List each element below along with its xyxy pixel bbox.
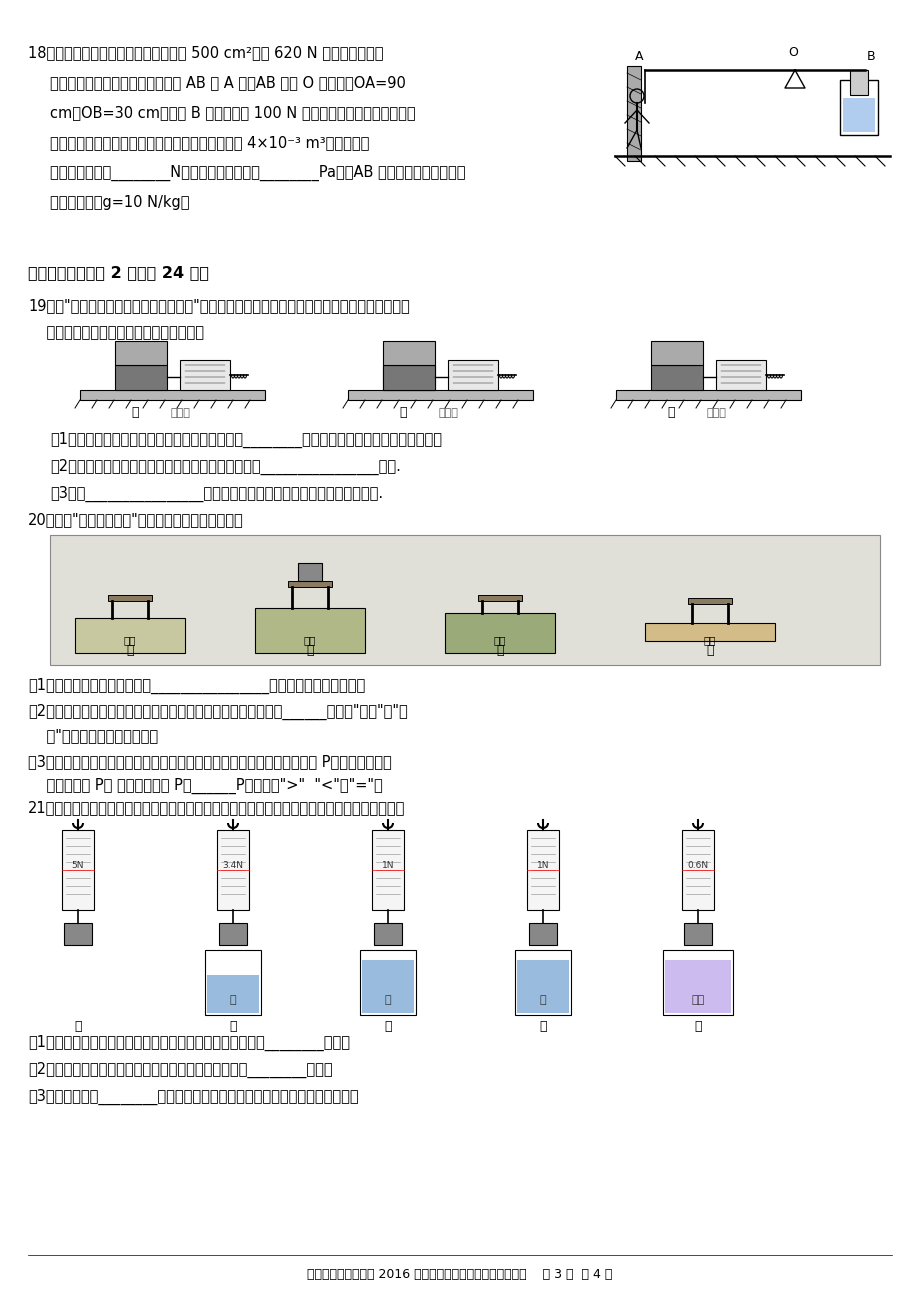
Bar [644,622,774,641]
Text: 甲: 甲 [131,406,139,419]
Text: 21、探究影响浮力大小的因素，小红做了如图所示的实验，请你根据她的实验探究回答下列问题: 21、探究影响浮力大小的因素，小红做了如图所示的实验，请你根据她的实验探究回答下… [28,799,405,815]
Text: 丁: 丁 [539,1019,546,1032]
Text: 海绵: 海绵 [494,635,505,644]
Bar [115,365,167,391]
Text: 受到的压强 P丁 的大小关系为 P丙______P丁（选填">"  "<"或"="）: 受到的压强 P丁 的大小关系为 P丙______P丁（选填">" "<"或"="… [28,779,382,794]
Bar [664,960,731,1013]
Text: （3）比较图丙和________可知，浮力的大小与物体浸没在液体中的深度无关；: （3）比较图丙和________可知，浮力的大小与物体浸没在液体中的深度无关； [28,1088,358,1105]
Text: 全相同的木块，进行了如图所示的实验：: 全相同的木块，进行了如图所示的实验： [28,326,204,340]
Bar [347,391,532,400]
Bar [663,950,732,1016]
Text: O: O [788,46,797,59]
Bar [849,70,867,95]
Text: （3）由________________两图可知，滑动摩擦力的大小与压力大小有关.: （3）由________________两图可知，滑动摩擦力的大小与压力大小有关… [50,486,382,503]
Bar [374,923,402,945]
Text: 丙: 丙 [384,1019,391,1032]
Bar [64,923,92,945]
Text: cm，OB=30 cm。现在 B 处挂一重为 100 N 的圆柱体，当圆柱体浸入水中: cm，OB=30 cm。现在 B 处挂一重为 100 N 的圆柱体，当圆柱体浸入… [50,105,415,120]
Text: 长木板: 长木板 [170,408,189,418]
Bar [205,950,261,1016]
Bar [651,341,702,365]
Text: 1N: 1N [381,861,394,870]
Text: 戊: 戊 [694,1019,701,1032]
Bar [687,598,732,604]
Text: 长木板: 长木板 [437,408,458,418]
Bar [108,595,152,602]
Bar [359,950,415,1016]
Text: （1）甲、乙、丙实验中，根据________________来比较压力的作用效果。: （1）甲、乙、丙实验中，根据________________来比较压力的作用效果… [28,678,365,694]
Text: 乙: 乙 [399,406,406,419]
Text: （3）将该小桌和砝码放在如图丁所示的木板上，比较丙中海绵受到的压强 P丙和图丁中木板: （3）将该小桌和砝码放在如图丁所示的木板上，比较丙中海绵受到的压强 P丙和图丁中… [28,754,391,769]
Bar [217,829,249,910]
Bar [371,829,403,910]
Bar [219,923,246,945]
Text: 静止时，从盛满水的溢水杯中溢出来的水的体积为 4×10⁻³ m³。此时圆柱: 静止时，从盛满水的溢水杯中溢出来的水的体积为 4×10⁻³ m³。此时圆柱 [50,135,369,150]
Bar [382,341,435,365]
Bar [448,359,497,391]
Text: 海绵: 海绵 [124,635,136,644]
Bar [681,829,713,910]
Bar [180,359,230,391]
Bar [382,365,435,391]
Text: 体受到的浮力是________N，人对地面的压强是________Pa。（AB 质量不计，且始终保持: 体受到的浮力是________N，人对地面的压强是________Pa。（AB … [50,165,465,181]
Text: 乙: 乙 [229,1019,236,1032]
Bar [298,562,322,581]
Text: 3.4N: 3.4N [222,861,244,870]
Text: 丙: 丙 [495,644,504,658]
Text: 18、如图所示，一个与地面接触面积为 500 cm²，重 620 N 的人站在水平地: 18、如图所示，一个与地面接触面积为 500 cm²，重 620 N 的人站在水… [28,46,383,60]
Bar [616,391,800,400]
Text: （1）比较图乙和丙可知，物体受到的浮力大小与排开液体的________有关；: （1）比较图乙和丙可知，物体受到的浮力大小与排开液体的________有关； [28,1035,349,1051]
Text: 小"）压力作用效果越明显。: 小"）压力作用效果越明显。 [28,728,158,743]
Text: 长沙市周南实验中学 2016 年上期初二年级期末物理复习试卷    第 3 页  共 4 页: 长沙市周南实验中学 2016 年上期初二年级期末物理复习试卷 第 3 页 共 4… [307,1268,612,1281]
Bar [683,923,711,945]
Bar [839,79,877,135]
Bar [255,608,365,654]
Text: 面上，用轻绳竖直拉着光滑长木板 AB 的 A 端，AB 可绕 O 点转动，OA=90: 面上，用轻绳竖直拉着光滑长木板 AB 的 A 端，AB 可绕 O 点转动，OA=… [50,76,405,90]
Text: 5N: 5N [72,861,85,870]
Bar [627,66,641,161]
Text: 丁: 丁 [706,644,713,658]
Bar [445,613,554,654]
Text: 海绵: 海绵 [303,635,316,644]
Text: 三、实验题（每空 2 分，共 24 分）: 三、实验题（每空 2 分，共 24 分） [28,266,209,280]
Text: 甲: 甲 [126,644,133,658]
Text: A: A [634,49,642,62]
Bar [62,829,94,910]
Bar [478,595,521,602]
Bar [75,618,185,654]
Bar [515,950,571,1016]
Text: （1）实验中用弹簧测力计拉动木块沿水平方向做________直线运动来测理滑动摩擦力的大小；: （1）实验中用弹簧测力计拉动木块沿水平方向做________直线运动来测理滑动摩… [50,432,441,448]
Bar [516,960,568,1013]
Text: 丙: 丙 [666,406,674,419]
Bar [527,829,559,910]
Bar [80,391,265,400]
Bar [842,98,874,132]
Text: （2）通过甲、乙实验能够得到的结论是：受力面积相同时，压力______（选填"越大"或"越: （2）通过甲、乙实验能够得到的结论是：受力面积相同时，压力______（选填"越… [28,704,407,720]
Text: 玻璃板: 玻璃板 [705,408,725,418]
Text: 水: 水 [384,995,391,1005]
Text: 在水平位置，g=10 N/kg）: 在水平位置，g=10 N/kg） [50,195,189,210]
Bar [50,535,879,665]
Text: 乙: 乙 [306,644,313,658]
Text: 1N: 1N [536,861,549,870]
Text: 0.6N: 0.6N [686,861,708,870]
Text: 甲: 甲 [74,1019,82,1032]
Bar [382,365,435,391]
Text: 19、在"探究影响滑动摩擦力大小的因素"实验中，实验小组的同学利用长木板、玻璃板及一些完: 19、在"探究影响滑动摩擦力大小的因素"实验中，实验小组的同学利用长木板、玻璃板… [28,298,409,312]
Text: 木板: 木板 [703,635,716,644]
Text: （2）由甲、丙两图可知滑动摩擦力的大小与接触面的________________有关.: （2）由甲、丙两图可知滑动摩擦力的大小与接触面的________________… [50,460,401,475]
Text: 盐水: 盐水 [690,995,704,1005]
Bar [361,960,414,1013]
Bar [207,975,259,1013]
Bar [115,341,167,365]
Text: 水: 水 [230,995,236,1005]
Bar [288,581,332,587]
Text: 水: 水 [539,995,546,1005]
Text: B: B [866,49,875,62]
Text: （2）比较图丁和戊可知，物体受到的浮力大小与液体的________有关；: （2）比较图丁和戊可知，物体受到的浮力大小与液体的________有关； [28,1062,333,1078]
Bar [528,923,556,945]
Text: 20、探究"压力作用效果"的实验如甲、乙、丙所示。: 20、探究"压力作用效果"的实验如甲、乙、丙所示。 [28,512,244,527]
Bar [715,359,766,391]
Bar [651,365,702,391]
